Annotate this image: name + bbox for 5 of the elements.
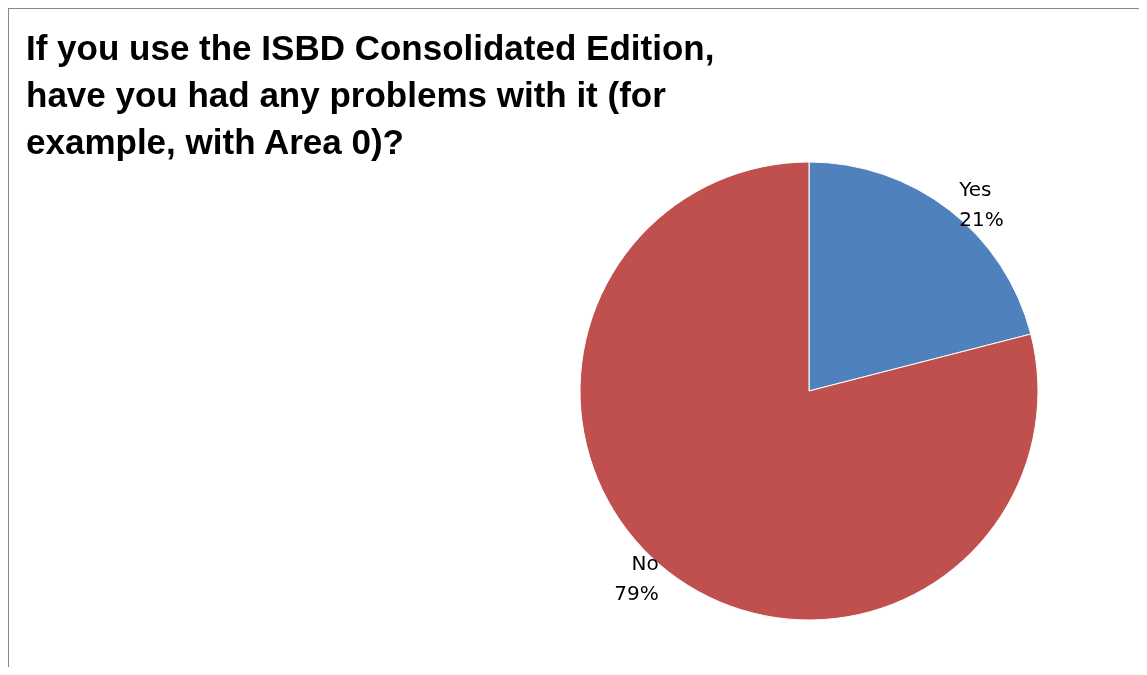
chart-title: If you use the ISBD Consolidated Edition, have you had any problems with it (for example, with Area 0)? [26,28,725,161]
slice-label: No [631,551,659,576]
data-label: 79% [614,581,659,606]
data-label: 21% [959,206,1004,231]
slice-label: Yes [958,176,992,201]
